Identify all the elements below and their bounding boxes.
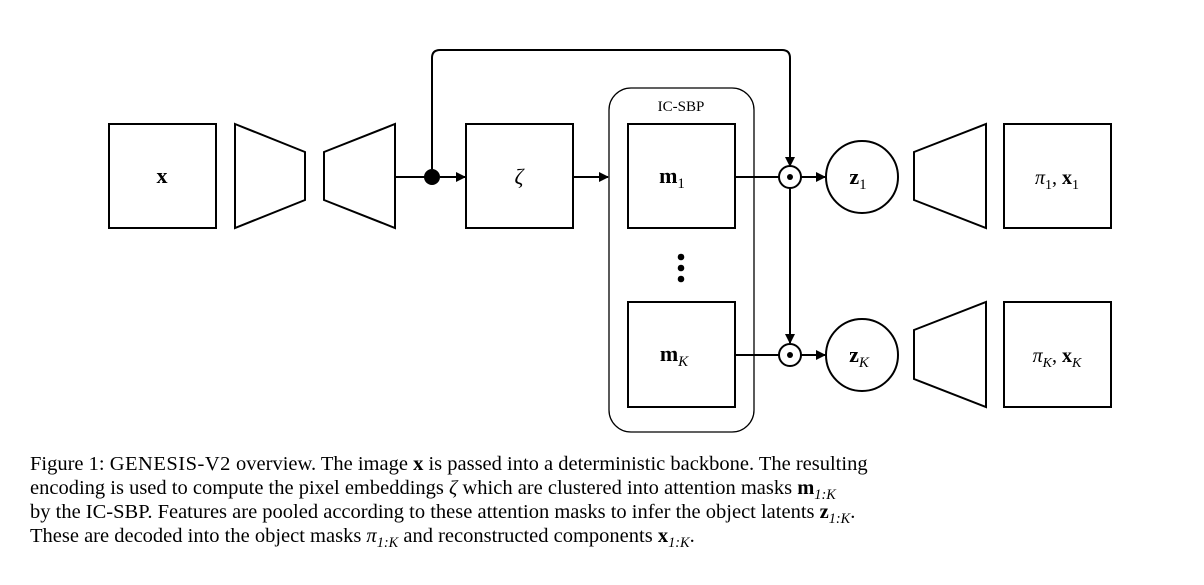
- caption-text: .: [689, 525, 695, 547]
- caption-math: x: [657, 525, 669, 547]
- pixel-embedding-label: ζ: [515, 164, 526, 189]
- caption-math: m: [797, 477, 815, 499]
- pixel-embedding-box: [465, 123, 574, 229]
- latent-circle-first: [825, 140, 899, 214]
- caption-line-1: Figure 1: GENESIS-V2 overview. The image…: [30, 452, 1195, 476]
- ic-sbp-group: [608, 87, 755, 433]
- input-image-box: [108, 123, 217, 229]
- caption-math: π: [366, 525, 377, 547]
- output-label-last: πK, xK: [1033, 345, 1082, 371]
- branch-junction-dot: [424, 169, 440, 185]
- mask-box-first: [627, 123, 736, 229]
- ellipsis-dot-2: [677, 264, 685, 272]
- caption-math-sub: 1:K: [668, 535, 690, 552]
- figure-caption: Figure 1: GENESIS-V2 overview. The image…: [30, 452, 1195, 552]
- caption-text: and reconstructed components: [398, 525, 658, 547]
- caption-text: encoding is used to compute the pixel em…: [30, 477, 450, 499]
- genesis-v2-diagram: x ζ IC-SBP m1 mK z1 zK π1, x1: [108, 49, 1112, 433]
- ellipsis-dot-3: [677, 275, 685, 283]
- mask-box-last: [627, 301, 736, 408]
- caption-text: is passed into a deterministic backbone.…: [423, 453, 868, 475]
- caption-math-sub: 1:K: [814, 487, 836, 504]
- mask-label-first: m1: [659, 163, 685, 192]
- caption-text: overview. The image: [230, 453, 414, 475]
- odot-first-center: [787, 174, 793, 180]
- skip-connection-line: [431, 49, 791, 169]
- caption-line-2: encoding is used to compute the pixel em…: [30, 476, 1195, 504]
- caption-text: by the IC-SBP. Features are pooled accor…: [30, 501, 820, 523]
- caption-line-3: by the IC-SBP. Features are pooled accor…: [30, 500, 1195, 528]
- decoder-trapezoid-last: [913, 300, 987, 409]
- caption-model-name: GENESIS-V2: [109, 453, 231, 475]
- decoder-trapezoid-first: [913, 122, 987, 230]
- caption-text: These are decoded into the object masks: [30, 525, 367, 547]
- caption-math: ζ: [449, 477, 458, 499]
- mask-label-last: mK: [660, 341, 689, 370]
- caption-line-4: These are decoded into the object masks …: [30, 524, 1195, 552]
- input-image-label: x: [157, 163, 168, 188]
- backbone-encoder-trapezoid: [234, 122, 306, 230]
- latent-circle-last: [825, 318, 899, 392]
- backbone-decoder-trapezoid: [323, 122, 396, 230]
- ic-sbp-title: IC-SBP: [658, 99, 705, 115]
- latent-label-first: z1: [849, 164, 866, 193]
- latent-label-last: zK: [849, 342, 870, 371]
- odot-last-center: [787, 352, 793, 358]
- caption-math-sub: 1:K: [828, 511, 851, 528]
- caption-math-sub: 1:K: [376, 535, 399, 552]
- output-label-first: π1, x1: [1035, 167, 1079, 193]
- caption-figure-label: Figure 1:: [30, 453, 110, 475]
- ellipsis-dot-1: [677, 253, 685, 261]
- output-box-first: [1003, 123, 1112, 229]
- caption-math: z: [819, 501, 829, 523]
- caption-math: x: [413, 453, 424, 475]
- caption-text: .: [850, 501, 856, 523]
- caption-text: which are clustered into attention masks: [457, 477, 798, 499]
- output-box-last: [1003, 301, 1112, 408]
